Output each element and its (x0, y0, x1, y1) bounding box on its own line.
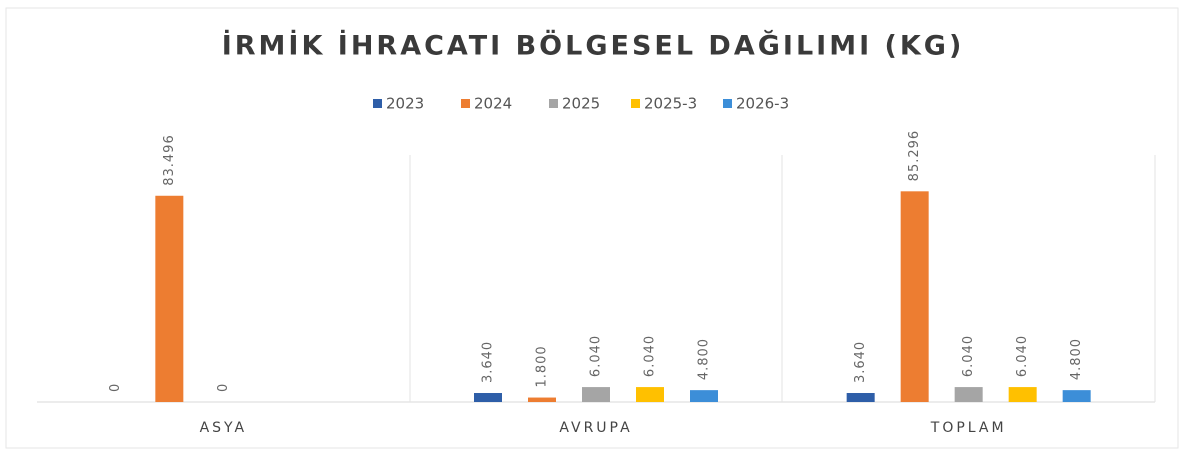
legend-label: 2025-3 (644, 95, 697, 113)
x-tick-label: TOPLAM (930, 420, 1007, 436)
data-label: 3.640 (481, 341, 496, 383)
bar (846, 393, 875, 402)
data-label: 1.800 (535, 345, 550, 387)
legend-swatch (461, 99, 470, 108)
data-label: 3.640 (853, 341, 868, 383)
data-label: 6.040 (961, 335, 976, 377)
legend-label: 2025 (562, 95, 600, 113)
legend-label: 2024 (474, 95, 512, 113)
x-tick-label: AVRUPA (559, 420, 632, 436)
legend-swatch (631, 99, 640, 108)
legend-swatch (373, 99, 382, 108)
bar (1062, 390, 1091, 402)
x-tick-label: ASYA (200, 420, 248, 436)
bar (690, 390, 718, 402)
data-label: 6.040 (1015, 335, 1030, 377)
data-label: 6.040 (643, 335, 658, 377)
bar (582, 387, 610, 402)
data-label: 85.296 (907, 130, 922, 182)
bar (636, 387, 664, 402)
bar (954, 387, 983, 402)
chart-title: İRMİK İHRACATI BÖLGESEL DAĞILIMI (KG) (222, 29, 965, 62)
data-label: 0 (108, 383, 123, 392)
data-label: 4.800 (1069, 338, 1084, 380)
data-label: 83.496 (162, 134, 177, 186)
legend-label: 2023 (386, 95, 424, 113)
bar (1008, 387, 1037, 402)
legend-swatch (723, 99, 732, 108)
bar (900, 191, 929, 402)
data-label: 0 (216, 383, 231, 392)
bar (155, 195, 184, 402)
legend-swatch (549, 99, 558, 108)
bar (474, 393, 502, 402)
bar (528, 397, 556, 402)
legend-label: 2026-3 (736, 95, 789, 113)
data-label: 6.040 (589, 335, 604, 377)
data-label: 4.800 (697, 338, 712, 380)
chart-frame (5, 7, 1179, 449)
